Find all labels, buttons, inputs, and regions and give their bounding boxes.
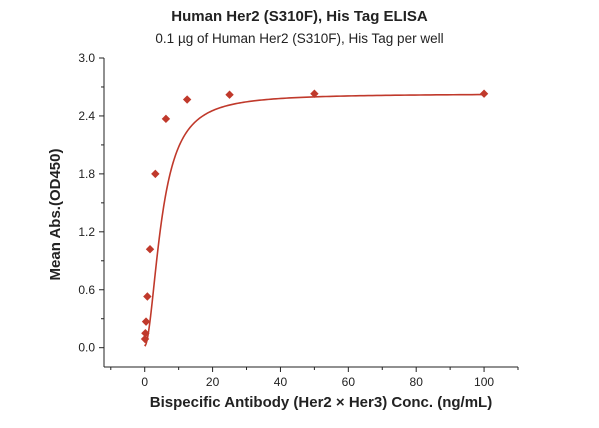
data-point (161, 114, 171, 124)
x-axis-label: Bispecific Antibody (Her2 × Her3) Conc. … (150, 394, 492, 411)
data-point (143, 292, 152, 301)
axes: 0.0 0.6 1.2 1.8 2.4 3.0 0 20 40 60 80 100 (78, 51, 519, 389)
data-point (141, 317, 151, 326)
y-axis-label: Mean Abs.(OD450) (47, 149, 64, 281)
x-tick-label: 80 (410, 375, 424, 389)
x-tick-label: 0 (141, 375, 148, 389)
chart-subtitle: 0.1 µg of Human Her2 (S310F), His Tag pe… (155, 31, 444, 46)
fit-curve (144, 93, 485, 347)
x-tick-label: 40 (274, 375, 288, 389)
data-points (140, 89, 489, 344)
data-point (140, 334, 150, 344)
y-tick-label: 0.0 (78, 341, 95, 355)
y-tick-label: 3.0 (78, 51, 95, 65)
chart-title: Human Her2 (S310F), His Tag ELISA (171, 8, 428, 25)
x-tick-label: 100 (474, 375, 494, 389)
y-tick-label: 1.8 (78, 167, 95, 181)
y-tick-label: 1.2 (78, 225, 95, 239)
x-tick-label: 20 (206, 375, 220, 389)
data-point (151, 169, 160, 179)
data-point (225, 90, 234, 99)
data-point (479, 89, 489, 98)
y-tick-label: 0.6 (78, 283, 95, 297)
x-tick-label: 60 (342, 375, 356, 389)
data-point (182, 95, 192, 104)
data-point (145, 244, 155, 254)
y-tick-label: 2.4 (78, 109, 95, 123)
data-point (141, 329, 150, 338)
data-point (310, 89, 319, 98)
